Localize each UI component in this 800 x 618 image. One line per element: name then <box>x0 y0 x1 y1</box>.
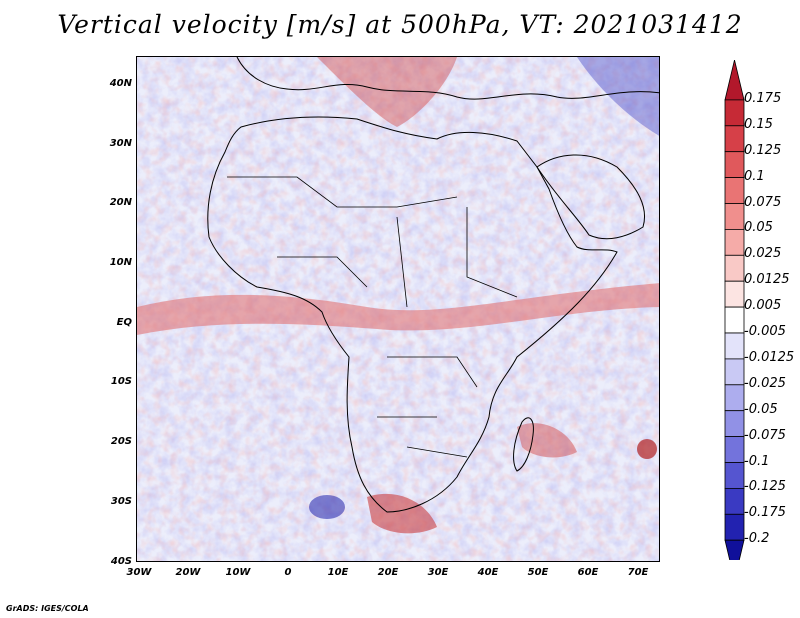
map-title: Vertical velocity [m/s] at 500hPa, VT: 2… <box>57 10 743 39</box>
colorbar-label: -0.2 <box>744 531 770 547</box>
x-tick-label: 30E <box>427 567 449 578</box>
colorbar-label: -0.175 <box>744 505 786 521</box>
colorbar-label: 0.025 <box>744 246 782 262</box>
colorbar-swatch <box>724 462 745 489</box>
map-field <box>137 57 659 561</box>
colorbar-swatch <box>724 358 745 386</box>
colorbar-swatch <box>724 332 745 360</box>
colorbar-swatch <box>724 384 745 412</box>
colorbar-swatch <box>724 203 745 230</box>
colorbar-swatch <box>724 254 745 282</box>
colorbar-label: -0.025 <box>744 375 786 391</box>
colorbar-swatch <box>724 539 745 560</box>
colorbar-label: 0.175 <box>744 90 782 106</box>
colorbar-swatch <box>724 177 745 204</box>
colorbar-label: -0.1 <box>744 453 770 469</box>
colorbar-label: -0.005 <box>744 324 786 339</box>
colorbar-label: 0.075 <box>744 194 782 210</box>
cyclone-core <box>637 439 657 459</box>
colorbar-swatch <box>724 99 745 127</box>
x-tick-label: 40E <box>477 567 499 578</box>
colorbar-swatch <box>724 60 745 101</box>
colorbar-swatch <box>724 410 745 438</box>
y-tick-label: 20N <box>109 197 132 208</box>
colorbar-swatch <box>724 436 745 463</box>
y-tick-label: 30N <box>109 138 132 149</box>
colorbar-label: 0.005 <box>744 298 782 314</box>
colorbar-label: -0.0125 <box>744 349 795 365</box>
x-tick-label: 70E <box>627 567 649 578</box>
colorbar-swatch <box>724 306 745 334</box>
y-tick-label: 10S <box>110 376 132 387</box>
colorbar-swatch <box>724 487 745 515</box>
colorbar-swatch <box>724 513 745 541</box>
colorbar-swatch <box>724 228 745 256</box>
y-tick-label: 40N <box>109 78 132 89</box>
y-tick-label: 30S <box>110 496 132 507</box>
y-tick-label: 20S <box>110 436 132 447</box>
colorbar-label: 0.125 <box>744 142 782 158</box>
credit-text: GrADS: IGES/COLA <box>6 604 89 613</box>
colorbar-swatch <box>724 151 745 178</box>
europe-coastline <box>236 57 659 100</box>
descent-swirl <box>309 495 345 519</box>
colorbar-label: 0.1 <box>744 168 765 184</box>
y-tick-label: 40S <box>110 556 132 567</box>
x-tick-label: 10E <box>327 567 349 578</box>
colorbar-swatch <box>724 280 745 308</box>
colorbar-swatch <box>724 125 745 153</box>
map-plot-area <box>136 56 660 562</box>
itcz-band <box>137 283 659 335</box>
colorbar <box>724 60 745 560</box>
madagascar-east-ascent <box>517 423 577 458</box>
x-tick-label: 30W <box>126 567 152 578</box>
colorbar-label: 0.0125 <box>744 272 790 288</box>
colorbar-label: -0.05 <box>744 401 778 417</box>
x-tick-label: 20E <box>377 567 399 578</box>
y-tick-label: 10N <box>109 257 132 268</box>
x-tick-label: 0 <box>284 567 292 578</box>
x-tick-label: 60E <box>577 567 599 578</box>
colorbar-label: 0.05 <box>744 220 773 236</box>
x-tick-label: 10W <box>225 567 251 578</box>
x-tick-label: 50E <box>527 567 549 578</box>
x-tick-label: 20W <box>175 567 201 578</box>
north-activity <box>317 57 457 127</box>
madagascar-coastline <box>513 417 534 472</box>
south-africa-ascent <box>367 493 437 534</box>
colorbar-label: -0.125 <box>744 479 786 495</box>
arabia-coastline <box>536 154 645 240</box>
y-tick-label: EQ <box>116 317 132 328</box>
northeast-descent <box>577 57 659 136</box>
country-borders <box>227 176 518 458</box>
africa-coastline <box>207 116 618 513</box>
colorbar-label: 0.15 <box>744 116 773 132</box>
colorbar-label: -0.075 <box>744 427 786 443</box>
